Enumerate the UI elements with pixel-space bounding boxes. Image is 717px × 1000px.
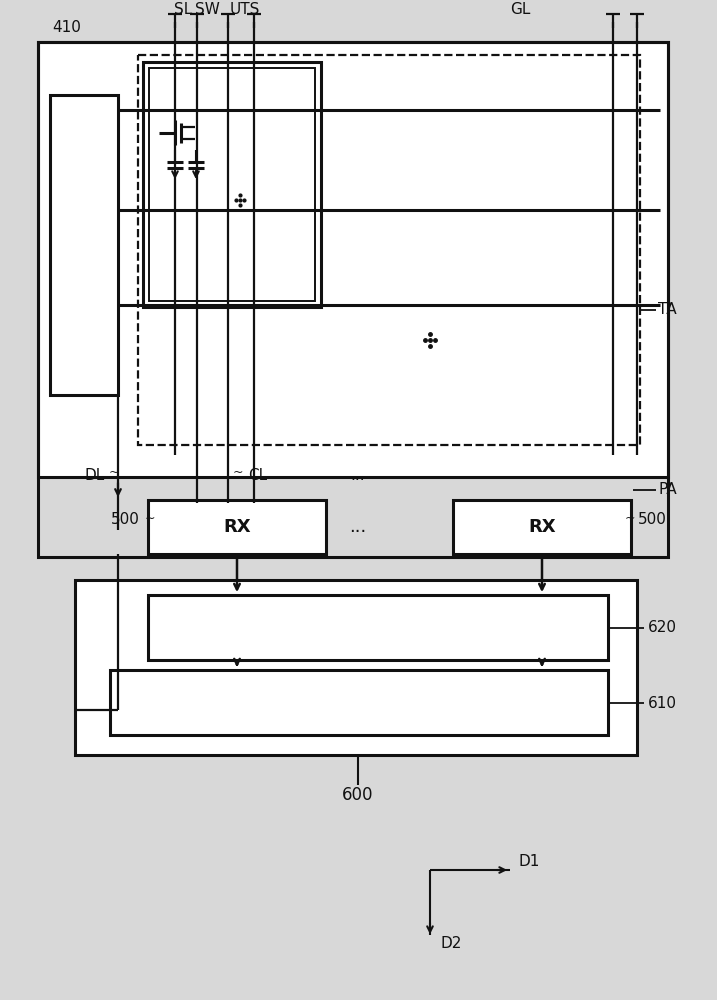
Text: ~: ~ (145, 512, 156, 524)
Text: 410: 410 (52, 20, 82, 35)
Bar (38, 42, 668, 477)
Text: GL: GL (510, 2, 530, 17)
Text: ~: ~ (109, 466, 119, 479)
Text: 600: 600 (342, 786, 374, 804)
Bar (453, 500, 631, 554)
Text: 500: 500 (638, 512, 667, 528)
Text: ...: ... (349, 518, 366, 536)
Text: ...: ... (351, 468, 366, 483)
Text: D2: D2 (440, 936, 461, 952)
Text: RX: RX (223, 518, 251, 536)
Text: CL: CL (248, 468, 267, 484)
Text: 500: 500 (111, 512, 140, 528)
Text: SL: SL (174, 2, 192, 17)
Bar (138, 55, 640, 445)
Text: SW: SW (194, 2, 219, 17)
Bar (75, 580, 637, 755)
Bar (50, 95, 118, 395)
Text: ~: ~ (625, 512, 635, 524)
Bar (143, 62, 321, 307)
Bar (149, 68, 315, 301)
Text: 620: 620 (648, 620, 677, 636)
Text: 610: 610 (648, 696, 677, 710)
Bar (148, 500, 326, 554)
Text: UTS: UTS (230, 2, 260, 17)
Text: TA: TA (658, 302, 677, 318)
Text: D1: D1 (518, 854, 539, 869)
Text: PA: PA (658, 483, 677, 497)
Text: DL: DL (85, 468, 105, 484)
Text: RX: RX (528, 518, 556, 536)
Text: ~: ~ (233, 466, 243, 479)
Bar (110, 670, 608, 735)
Bar (38, 42, 668, 557)
Bar (148, 595, 608, 660)
